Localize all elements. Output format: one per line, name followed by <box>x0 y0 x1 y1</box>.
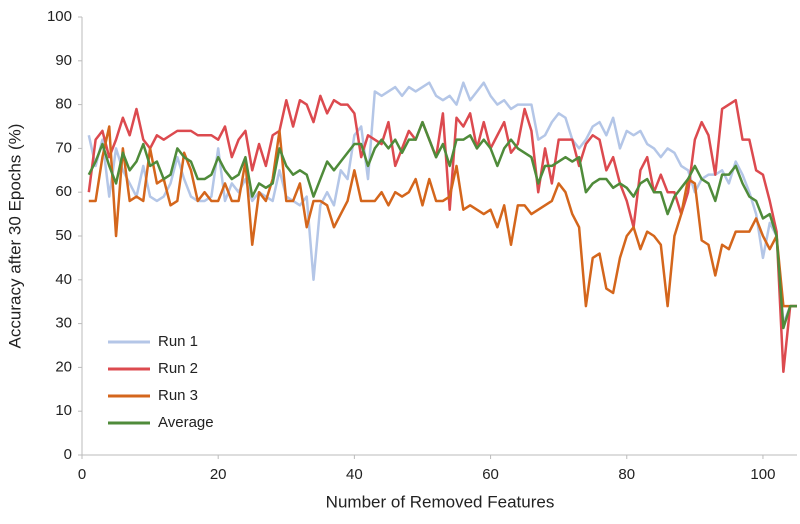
y-tick-label: 70 <box>55 139 72 156</box>
x-tick-label: 0 <box>78 466 86 483</box>
y-tick-label: 20 <box>55 358 72 375</box>
series-line <box>88 125 797 308</box>
legend-label: Average <box>158 414 214 431</box>
y-axis-label: Accuracy after 30 Epochs (%) <box>5 124 24 349</box>
series-line <box>87 94 797 374</box>
x-tick-label: 20 <box>210 466 227 483</box>
y-tick-label: 100 <box>47 8 72 25</box>
y-tick-label: 0 <box>64 446 72 463</box>
y-tick-label: 30 <box>55 315 72 332</box>
legend-label: Run 3 <box>158 387 198 404</box>
x-tick-label: 80 <box>618 466 635 483</box>
x-tick-label: 60 <box>482 466 499 483</box>
x-tick-label: 40 <box>346 466 363 483</box>
y-tick-label: 90 <box>55 52 72 69</box>
series-line <box>87 120 797 330</box>
y-tick-label: 60 <box>55 183 72 200</box>
legend-label: Run 2 <box>158 360 198 377</box>
legend-label: Run 1 <box>158 333 198 350</box>
x-tick-label: 100 <box>750 466 775 483</box>
y-tick-label: 80 <box>55 96 72 113</box>
y-tick-label: 40 <box>55 271 72 288</box>
y-tick-label: 10 <box>55 402 72 419</box>
y-tick-label: 50 <box>55 227 72 244</box>
x-axis-label: Number of Removed Features <box>326 492 555 511</box>
series-line <box>87 81 797 325</box>
